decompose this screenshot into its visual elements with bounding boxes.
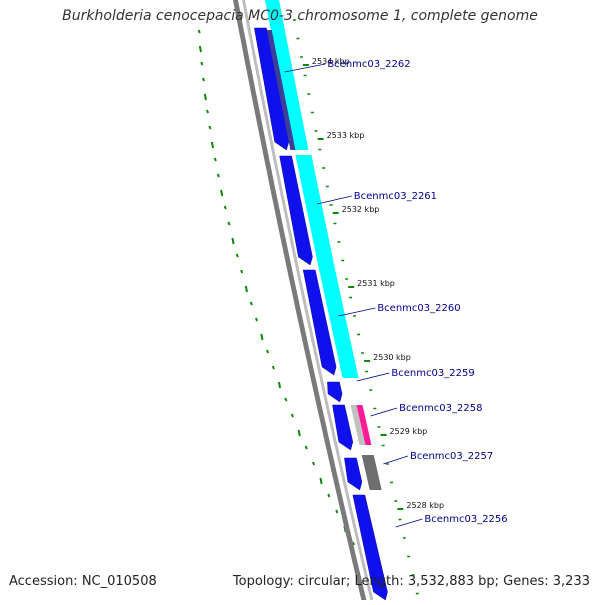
- gc-dot: [220, 189, 224, 197]
- backbone-ring: [233, 0, 367, 600]
- gc-dot: [266, 349, 270, 354]
- gc-dot: [254, 317, 259, 322]
- gene-label-layer[interactable]: Bcenmc03_2262 Bcenmc03_2261 Bcenmc03_2260 B…: [284, 59, 508, 528]
- gc-content-track: [197, 29, 382, 594]
- gc-dot: [319, 477, 323, 485]
- cds-arrow[interactable]: [254, 27, 290, 151]
- gc-dot: [351, 541, 355, 546]
- gc-dot: [335, 509, 339, 514]
- gene-label-leader: [370, 407, 398, 417]
- cds-arrow[interactable]: [279, 155, 313, 266]
- gene-label-leader: [284, 63, 326, 73]
- kbp-tick-label: 2530 kbp: [373, 353, 411, 362]
- blast-hit-shadow[interactable]: [266, 30, 296, 150]
- gene-label[interactable]: Bcenmc03_2256: [424, 514, 507, 525]
- blast-hit-block[interactable]: [265, 0, 309, 150]
- kbp-tick-label: 2529 kbp: [390, 427, 428, 436]
- gene-label-leader: [338, 307, 376, 317]
- gc-dot: [223, 205, 227, 210]
- gc-dot: [290, 413, 294, 418]
- gc-dot: [244, 285, 248, 293]
- gc-dot: [210, 141, 215, 149]
- gc-dot: [231, 237, 235, 245]
- accession-text: Accession: NC_010508: [9, 574, 157, 589]
- gc-dot: [235, 253, 239, 258]
- cds-arrow[interactable]: [332, 404, 354, 451]
- cds-arrow[interactable]: [327, 381, 343, 403]
- gene-label-leader: [356, 372, 390, 382]
- gc-dot: [249, 301, 253, 306]
- cds-arrow[interactable]: [352, 494, 388, 601]
- kbp-tick-label: 2528 kbp: [406, 501, 444, 510]
- cds-track: [254, 27, 388, 601]
- gc-dot: [271, 365, 275, 370]
- kbp-tick-label: 2531 kbp: [357, 279, 395, 288]
- gc-dot: [284, 397, 288, 402]
- pink-hit-block[interactable]: [356, 405, 372, 445]
- gene-label[interactable]: Bcenmc03_2258: [399, 403, 482, 414]
- kbp-scale: 2534 kbp 2533 kbp 2532 kbp 2531 kbp 2530 kbp…: [292, 19, 444, 595]
- gc-dot: [297, 429, 301, 437]
- gc-dot: [216, 173, 220, 178]
- gc-dot: [327, 493, 331, 498]
- gc-dot: [208, 125, 212, 130]
- backbone-inner-ring: [242, 0, 374, 600]
- cds-arrow[interactable]: [302, 269, 337, 376]
- gc-dot: [205, 109, 210, 114]
- gc-dot: [197, 29, 201, 34]
- gc-dot: [200, 61, 204, 66]
- gene-label[interactable]: Bcenmc03_2262: [327, 59, 410, 70]
- kbp-tick-label: 2533 kbp: [327, 131, 365, 140]
- gray-feature-block[interactable]: [350, 405, 366, 445]
- gene-label-leader: [383, 455, 409, 465]
- gene-label[interactable]: Bcenmc03_2260: [377, 303, 460, 314]
- gc-dot: [201, 77, 206, 82]
- gc-dot: [240, 269, 244, 274]
- genome-title: Burkholderia cenocepacia MC0-3 chromosom…: [62, 8, 538, 24]
- gene-label[interactable]: Bcenmc03_2257: [410, 451, 493, 462]
- gene-label-leader: [395, 518, 423, 528]
- gene-label[interactable]: Bcenmc03_2261: [354, 191, 437, 202]
- gc-dot: [260, 333, 264, 341]
- gc-dot: [198, 45, 202, 53]
- gray-feature-block[interactable]: [361, 455, 382, 490]
- gc-dot: [213, 157, 217, 162]
- backbone-track: [233, 0, 374, 600]
- blast-hit-block[interactable]: [318, 268, 359, 378]
- cds-arrow[interactable]: [344, 457, 363, 491]
- gene-label[interactable]: Bcenmc03_2259: [391, 368, 474, 379]
- gene-label-leader: [316, 195, 352, 205]
- kbp-tick-label: 2532 kbp: [342, 205, 380, 214]
- gc-dot: [203, 93, 207, 101]
- gc-dot: [304, 445, 308, 450]
- genome-summary-text: Topology: circular; Length: 3,532,883 bp…: [232, 574, 590, 589]
- gc-dot: [312, 461, 316, 466]
- gc-dot: [277, 381, 282, 389]
- kbp-tick-label: 2534 kbp: [312, 57, 350, 66]
- feature-hit-track: [265, 0, 382, 490]
- gc-dot: [227, 221, 231, 226]
- blast-hit-block[interactable]: [295, 155, 335, 268]
